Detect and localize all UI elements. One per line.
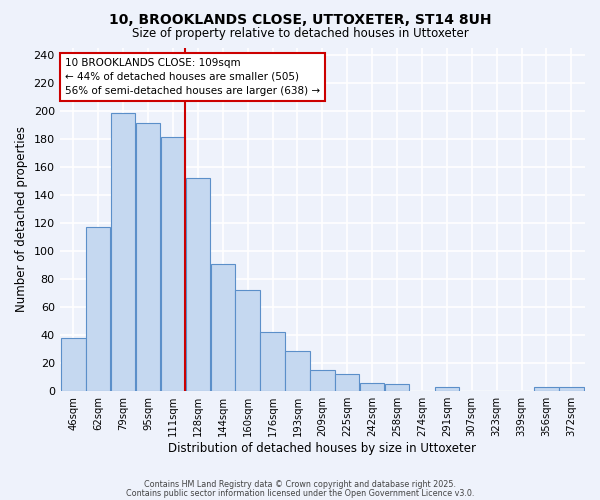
Bar xyxy=(559,387,584,391)
Text: Contains HM Land Registry data © Crown copyright and database right 2025.: Contains HM Land Registry data © Crown c… xyxy=(144,480,456,489)
Text: Size of property relative to detached houses in Uttoxeter: Size of property relative to detached ho… xyxy=(131,28,469,40)
X-axis label: Distribution of detached houses by size in Uttoxeter: Distribution of detached houses by size … xyxy=(169,442,476,455)
Bar xyxy=(235,290,260,391)
Text: 10, BROOKLANDS CLOSE, UTTOXETER, ST14 8UH: 10, BROOKLANDS CLOSE, UTTOXETER, ST14 8U… xyxy=(109,12,491,26)
Y-axis label: Number of detached properties: Number of detached properties xyxy=(15,126,28,312)
Bar xyxy=(434,387,459,391)
Bar xyxy=(61,338,86,391)
Text: 10 BROOKLANDS CLOSE: 109sqm
← 44% of detached houses are smaller (505)
56% of se: 10 BROOKLANDS CLOSE: 109sqm ← 44% of det… xyxy=(65,58,320,96)
Bar xyxy=(335,374,359,391)
Bar xyxy=(310,370,335,391)
Bar xyxy=(161,138,185,391)
Bar xyxy=(86,227,110,391)
Bar xyxy=(534,387,559,391)
Bar xyxy=(285,350,310,391)
Bar xyxy=(136,124,160,391)
Bar xyxy=(111,114,136,391)
Bar xyxy=(260,332,285,391)
Bar xyxy=(185,178,210,391)
Text: Contains public sector information licensed under the Open Government Licence v3: Contains public sector information licen… xyxy=(126,488,474,498)
Bar xyxy=(211,264,235,391)
Bar xyxy=(385,384,409,391)
Bar xyxy=(360,383,385,391)
